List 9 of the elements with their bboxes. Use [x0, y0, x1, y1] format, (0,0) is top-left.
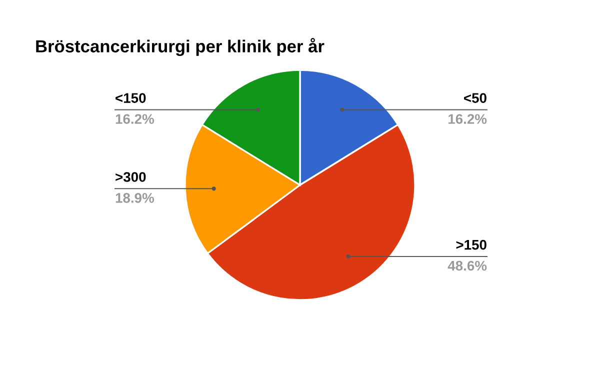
data-label: 16.2% — [116, 114, 154, 124]
data-label: 18.9% — [116, 193, 154, 203]
chart-title: Bröstcancerkirurgi per klinik per år — [36, 38, 324, 56]
slice-label: <50 — [464, 93, 486, 103]
slice-label: <150 — [116, 93, 146, 103]
data-label: 16.2% — [448, 114, 487, 124]
slice-label: >150 — [456, 240, 486, 250]
slice-label: >300 — [116, 172, 146, 182]
data-label: 48.6% — [448, 260, 487, 271]
